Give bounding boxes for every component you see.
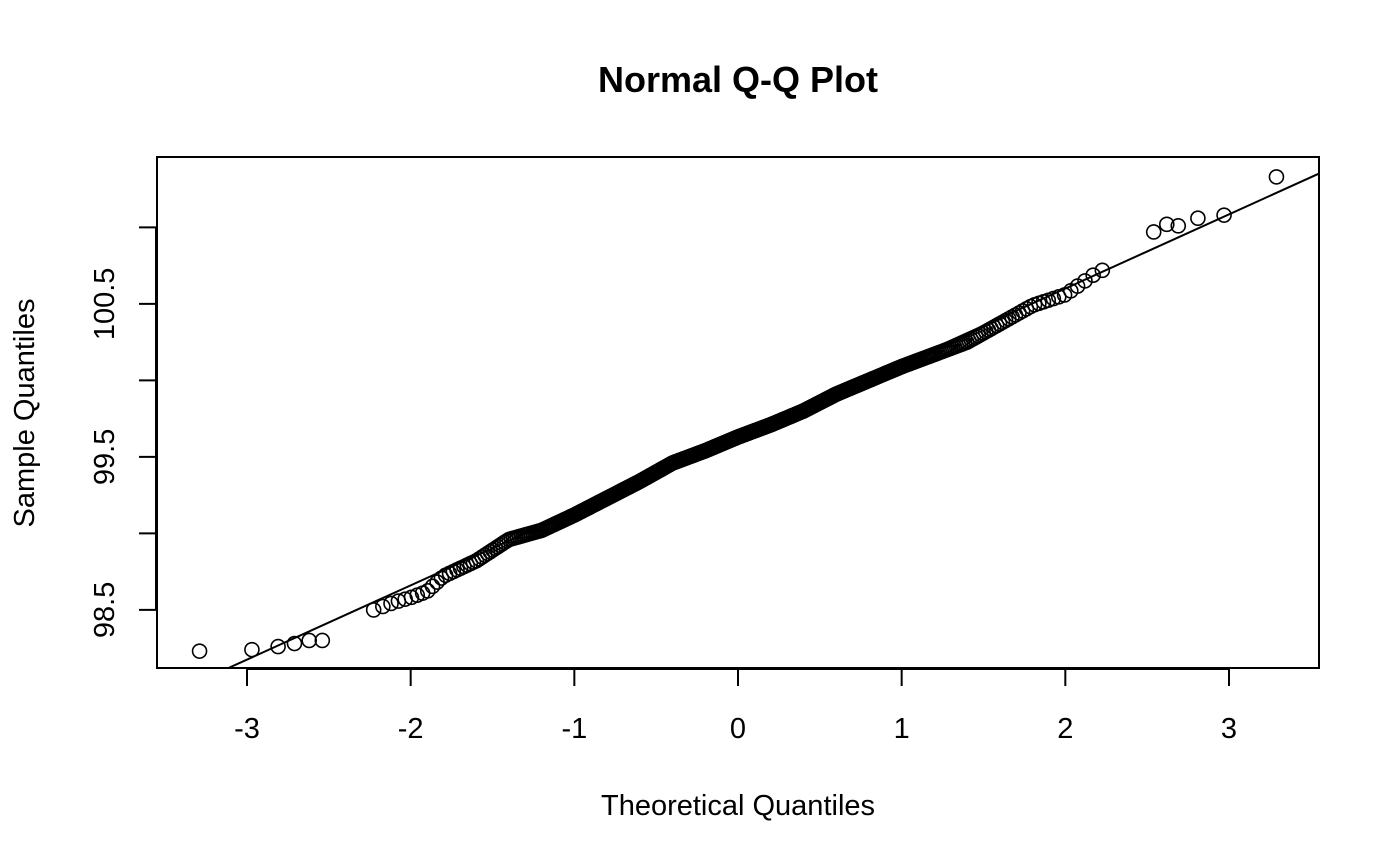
- data-point: [1170, 218, 1187, 234]
- data-point: [244, 641, 260, 658]
- data-point: [375, 598, 391, 615]
- data-point: [301, 632, 318, 649]
- data-point: [1085, 267, 1101, 283]
- data-point: [1094, 262, 1111, 279]
- plot-frame: [156, 156, 1320, 669]
- data-point: [1216, 207, 1232, 223]
- x-tick-label: -1: [561, 713, 587, 745]
- data-point: [1158, 216, 1175, 233]
- data-point: [419, 583, 436, 599]
- x-axis-label: Theoretical Quantiles: [601, 790, 875, 822]
- sample-points: [191, 169, 1285, 659]
- y-tick-label: 99.5: [89, 429, 121, 485]
- data-point: [286, 635, 303, 652]
- data-point: [424, 578, 441, 595]
- data-point: [314, 632, 331, 649]
- x-tick-label: 3: [1221, 713, 1237, 745]
- chart-title: Normal Q-Q Plot: [598, 59, 878, 100]
- data-point: [1014, 303, 1031, 319]
- y-axis: 98.5 99.5 100.5: [89, 226, 157, 638]
- x-tick-label: -2: [398, 713, 424, 745]
- x-tick-label: 1: [894, 713, 910, 745]
- data-point: [270, 638, 286, 655]
- y-tick-label: 100.5: [89, 268, 121, 341]
- x-tick-label: 2: [1057, 713, 1073, 745]
- y-axis-label: Sample Quantiles: [9, 299, 41, 528]
- data-point: [1190, 210, 1206, 226]
- data-point: [383, 595, 399, 612]
- x-tick-label: -3: [234, 713, 260, 745]
- data-point: [1145, 224, 1162, 240]
- y-tick-label: 98.5: [89, 582, 121, 638]
- x-axis: -3 -2 -1 0 1 2 3: [234, 668, 1237, 745]
- data-point: [1077, 273, 1093, 289]
- data-point: [365, 602, 382, 618]
- data-point: [191, 643, 208, 659]
- data-point: [433, 570, 450, 586]
- data-point: [1268, 169, 1285, 185]
- x-tick-label: 0: [730, 713, 746, 745]
